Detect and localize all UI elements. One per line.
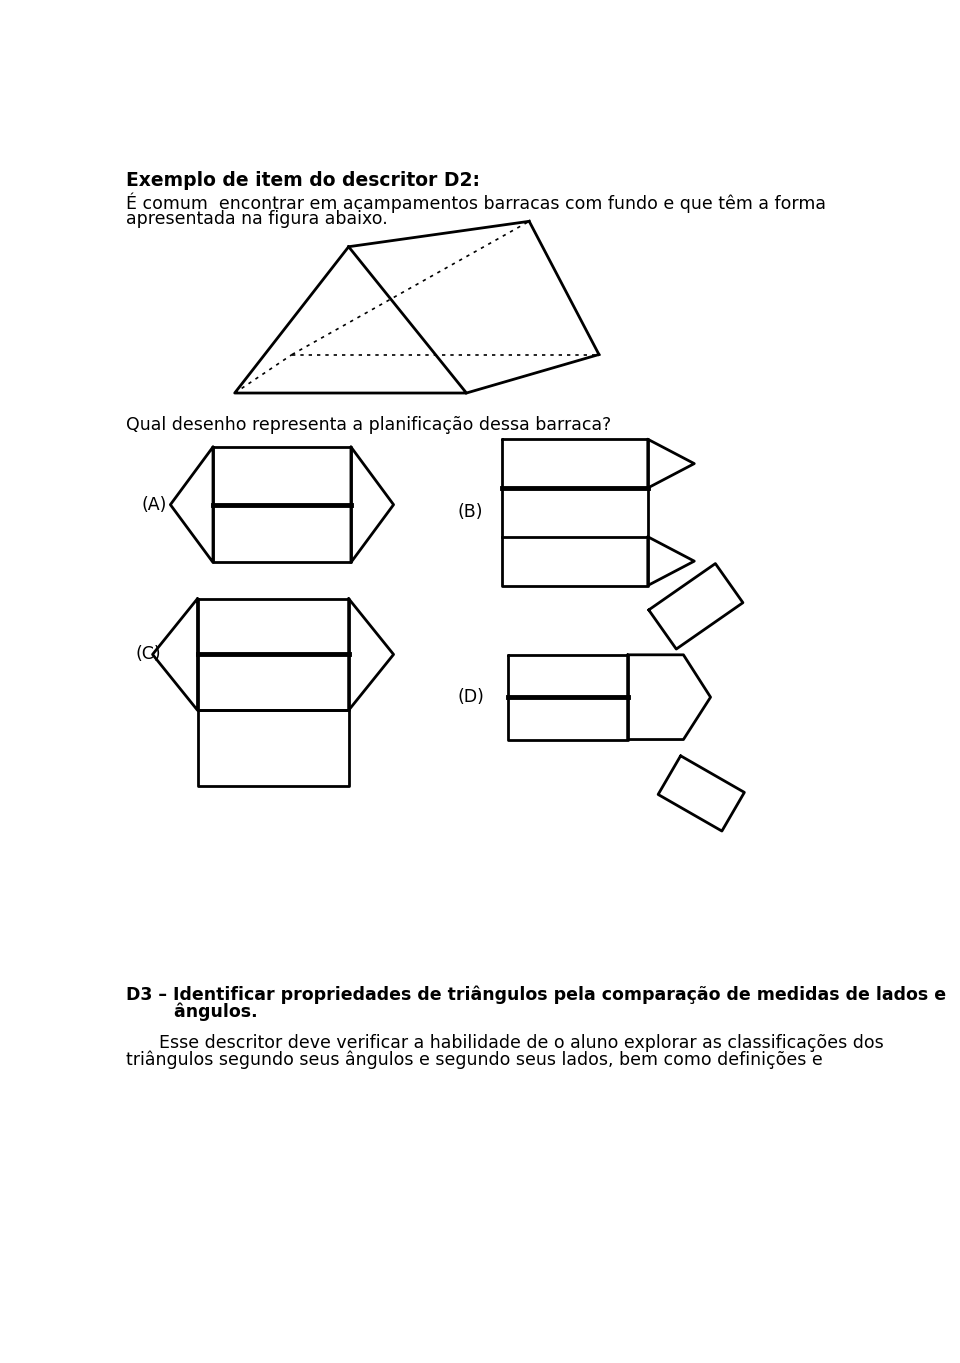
Text: (C): (C) bbox=[135, 646, 161, 664]
Text: apresentada na figura abaixo.: apresentada na figura abaixo. bbox=[126, 210, 388, 228]
Text: É comum  encontrar em acampamentos barracas com fundo e que têm a forma: É comum encontrar em acampamentos barrac… bbox=[126, 192, 827, 214]
Text: (A): (A) bbox=[142, 496, 167, 514]
Text: triângulos segundo seus ângulos e segundo seus lados, bem como definições e: triângulos segundo seus ângulos e segund… bbox=[126, 1051, 823, 1069]
Text: ângulos.: ângulos. bbox=[126, 1003, 258, 1021]
Text: D3 – Identificar propriedades de triângulos pela comparação de medidas de lados : D3 – Identificar propriedades de triângu… bbox=[126, 985, 947, 1005]
Text: (B): (B) bbox=[457, 503, 483, 522]
Text: Qual desenho representa a planificação dessa barraca?: Qual desenho representa a planificação d… bbox=[126, 416, 612, 435]
Text: Esse descritor deve verificar a habilidade de o aluno explorar as classificações: Esse descritor deve verificar a habilida… bbox=[126, 1033, 884, 1052]
Text: Exemplo de item do descritor D2:: Exemplo de item do descritor D2: bbox=[126, 172, 480, 191]
Text: (D): (D) bbox=[457, 688, 484, 706]
